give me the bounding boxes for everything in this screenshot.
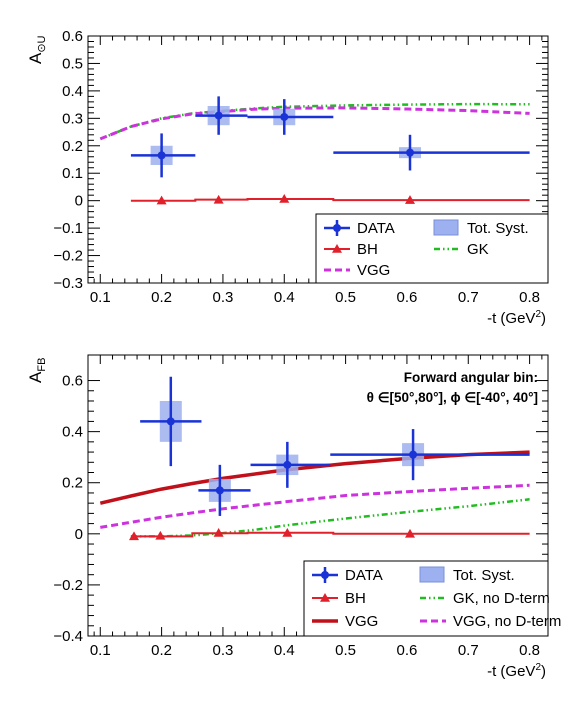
x-tick-label: 0.5 bbox=[335, 289, 356, 306]
x-axis-title-main: -t (GeV bbox=[487, 663, 535, 680]
x-tick-label: 0.7 bbox=[458, 642, 479, 659]
x-tick-label: 0.8 bbox=[519, 289, 540, 306]
x-tick-label: 0.2 bbox=[151, 642, 172, 659]
y-tick-label: 0.4 bbox=[62, 83, 83, 100]
legend-box bbox=[315, 213, 549, 284]
bh-marker bbox=[213, 528, 224, 537]
y-tick-label: −0.4 bbox=[53, 628, 83, 645]
data-point bbox=[280, 112, 289, 121]
bh-curve bbox=[130, 198, 530, 202]
y-tick-label: −0.2 bbox=[53, 248, 83, 265]
data-point bbox=[214, 111, 223, 120]
y-tick-label: 0.1 bbox=[62, 165, 83, 182]
data-point bbox=[406, 148, 414, 157]
top-panel-asymmetry-au: 0.1 0.2 0.3 0.4 0.5 0.6 0.7 0.8 −0.3 −0.2 −0.1 0 0.1… bbox=[26, 28, 549, 327]
x-axis-title-end: ) bbox=[541, 310, 546, 327]
y-axis-title-subscript: ⊙U bbox=[36, 35, 48, 52]
legend-label: Tot. Syst. bbox=[467, 220, 529, 237]
gk-curve bbox=[130, 498, 530, 538]
x-tick-label: 0.5 bbox=[335, 642, 356, 659]
y-tick-label: 0.3 bbox=[62, 110, 83, 127]
chart-annotation: Forward angular bin: bbox=[404, 370, 538, 385]
legend-data-marker bbox=[321, 571, 329, 579]
x-tick-label: 0.3 bbox=[213, 289, 234, 306]
legend-label: GK, no D-term bbox=[453, 590, 550, 607]
x-axis-title-superscript: 2 bbox=[535, 309, 541, 320]
vgg-dashed-curve bbox=[100, 483, 530, 529]
x-tick-label: 0.6 bbox=[397, 289, 418, 306]
bh-marker bbox=[129, 531, 139, 541]
legend-label: BH bbox=[345, 590, 366, 607]
data-point bbox=[283, 460, 292, 469]
x-tick-label: 0.4 bbox=[274, 642, 295, 659]
y-tick-label: 0.6 bbox=[62, 28, 83, 45]
y-tick-label: 0.2 bbox=[62, 138, 83, 155]
legend-label: DATA bbox=[357, 220, 395, 237]
x-axis-title: -t (GeV2) bbox=[487, 662, 546, 680]
x-tick-label: 0.6 bbox=[397, 642, 418, 659]
legend-label: VGG bbox=[345, 613, 378, 630]
data-point bbox=[409, 450, 418, 459]
y-tick-label: 0 bbox=[75, 526, 83, 543]
legend-syst-box bbox=[419, 566, 445, 583]
bh-marker bbox=[405, 195, 415, 204]
x-tick-label: 0.3 bbox=[213, 642, 234, 659]
y-tick-label: 0.5 bbox=[62, 55, 83, 72]
y-tick-label: 0.2 bbox=[62, 475, 83, 492]
y-tick-label: −0.2 bbox=[53, 577, 83, 594]
bh-marker bbox=[213, 194, 224, 204]
y-axis-title: A⊙U bbox=[26, 35, 48, 64]
bh-marker bbox=[156, 195, 167, 205]
bh-curve bbox=[130, 531, 530, 538]
legend-data-marker bbox=[333, 224, 341, 232]
legend-syst-box bbox=[433, 219, 459, 236]
x-tick-label: 0.2 bbox=[151, 289, 172, 306]
gk-curve bbox=[99, 102, 530, 141]
y-axis-title-main: A bbox=[26, 371, 45, 383]
x-axis-title: -t (GeV2) bbox=[487, 309, 546, 327]
x-axis-title-end: ) bbox=[541, 663, 546, 680]
x-tick-label: 0.4 bbox=[274, 289, 295, 306]
bh-marker bbox=[405, 528, 415, 538]
bh-marker bbox=[282, 528, 293, 537]
y-tick-label: −0.1 bbox=[53, 220, 83, 237]
bh-marker bbox=[279, 194, 290, 203]
y-tick-label: 0 bbox=[75, 193, 83, 210]
x-tick-label: 0.1 bbox=[90, 289, 111, 306]
x-axis-title-main: -t (GeV bbox=[487, 310, 535, 327]
y-axis-title-main: A bbox=[26, 52, 45, 64]
x-tick-label: 0.8 bbox=[519, 642, 540, 659]
y-tick-label: 0.4 bbox=[62, 424, 83, 441]
legend-bh-marker bbox=[332, 244, 342, 253]
legend-label: BH bbox=[357, 241, 378, 258]
chart-annotation: θ ∈[50°,80°], ϕ ∈[-40°, 40°] bbox=[367, 390, 538, 405]
legend-label: DATA bbox=[345, 567, 383, 584]
y-axis-title: AFB bbox=[26, 358, 48, 383]
legend-bh-marker bbox=[320, 593, 330, 602]
x-axis-title-superscript: 2 bbox=[535, 662, 541, 673]
y-tick-label: 0.6 bbox=[62, 373, 83, 390]
y-tick-label: −0.3 bbox=[53, 275, 83, 292]
legend-label: VGG bbox=[357, 262, 390, 279]
legend-label: VGG, no D-term bbox=[453, 613, 561, 630]
data-point bbox=[215, 486, 224, 495]
x-tick-label: 0.1 bbox=[90, 642, 111, 659]
y-axis-title-subscript: FB bbox=[36, 358, 48, 372]
x-tick-label: 0.7 bbox=[458, 289, 479, 306]
bottom-panel-asymmetry-afb: 0.1 0.2 0.3 0.4 0.5 0.6 0.7 0.8 −0.4 −0.2 0 0.2 0.4 0… bbox=[26, 354, 561, 680]
legend-label: Tot. Syst. bbox=[453, 567, 515, 584]
legend-label: GK bbox=[467, 241, 489, 258]
vgg-curve bbox=[99, 450, 530, 505]
vgg-dashed-curve bbox=[99, 106, 530, 141]
data-point bbox=[166, 417, 175, 426]
data-point bbox=[157, 151, 166, 160]
bh-marker bbox=[155, 530, 166, 540]
